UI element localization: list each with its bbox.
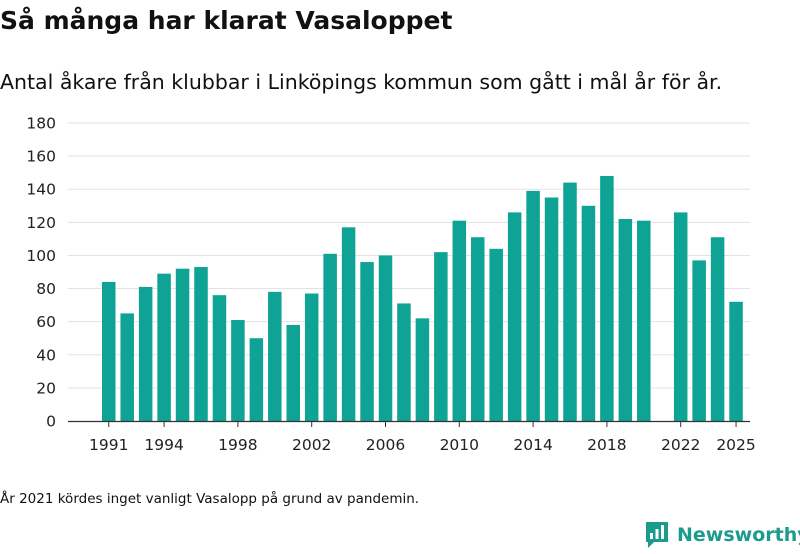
bar-2018 [600,175,614,421]
bar-2011 [471,237,485,421]
bar-2004 [341,227,356,421]
x-tick-label: 2010 [440,436,479,454]
bar-2010 [452,220,467,421]
bar-2012 [489,248,503,421]
y-tick-label: 120 [26,214,56,232]
x-tick-label: 1991 [89,436,128,454]
x-tick-label: 2025 [716,436,755,454]
brand-logo[interactable]: Newsworthy [645,520,800,550]
bar-2025 [729,301,743,421]
bar-2015 [544,197,559,421]
x-tick-label: 2014 [513,436,552,454]
chart-title: Så många har klarat Vasaloppet [0,6,453,35]
x-tick-label: 2022 [661,436,700,454]
bar-2016 [563,182,577,421]
bar-1994 [157,273,171,421]
bar-1992 [120,313,134,421]
x-axis-ticks: 1991 1994 1998 2002 2006 2010 2014 2018 2022 2025 [89,421,756,454]
bar-2002 [304,293,319,421]
bar-2005 [360,262,374,421]
x-tick-label: 2018 [587,436,626,454]
y-tick-label: 40 [36,346,56,364]
bar-1996 [194,267,208,421]
bar-2003 [323,253,337,421]
chart-subtitle: Antal åkare från klubbar i Linköpings ko… [0,70,723,94]
bar-1997 [212,295,227,421]
bar-2009 [434,252,448,421]
bars [102,175,743,421]
bar-2020 [637,220,651,421]
newsworthy-logo-icon [646,522,668,548]
bar-2024 [710,237,725,421]
bar-1998 [231,320,245,421]
bar-2001 [286,324,300,421]
bar-2008 [415,318,430,421]
x-tick-label: 1998 [218,436,257,454]
bar-2014 [526,190,540,421]
bar-1995 [175,268,190,421]
bar-1993 [138,286,153,421]
y-tick-label: 100 [26,247,56,265]
y-tick-label: 80 [36,280,56,298]
y-tick-label: 20 [36,379,56,397]
y-tick-label: 0 [46,413,56,431]
x-tick-label: 2006 [366,436,405,454]
bar-1991 [102,281,116,421]
brand-name: Newsworthy [677,524,800,546]
bar-2007 [397,303,411,421]
bar-2022 [673,212,688,421]
bar-2000 [268,291,282,421]
bar-2013 [507,212,522,421]
bar-2023 [692,260,706,421]
y-tick-label: 180 [26,115,56,133]
x-tick-label: 1994 [144,436,183,454]
bar-2006 [378,255,393,421]
y-tick-label: 160 [26,148,56,166]
y-axis-ticks: 0 20 40 60 80 100 120 140 160 180 [26,115,56,431]
bar-1999 [249,338,264,421]
x-tick-label: 2002 [292,436,331,454]
footnote: År 2021 kördes inget vanligt Vasalopp på… [0,491,420,507]
y-tick-label: 60 [36,313,56,331]
y-tick-label: 140 [26,181,56,199]
bar-2019 [618,219,633,421]
bar-2017 [581,205,596,421]
